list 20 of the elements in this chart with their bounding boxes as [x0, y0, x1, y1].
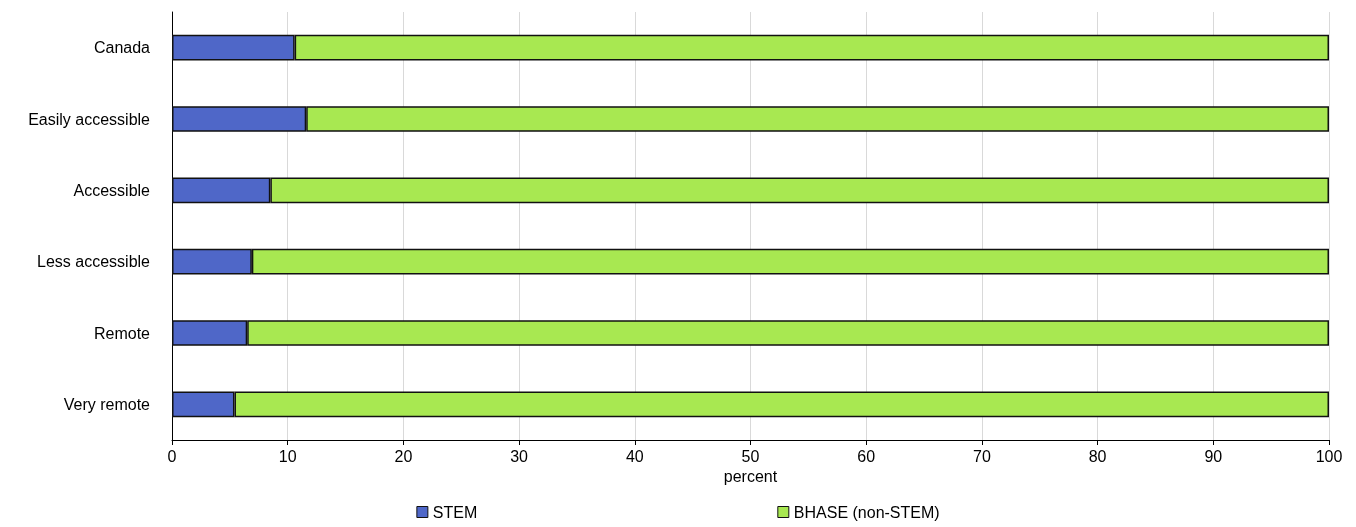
x-tick-label: 30 [510, 447, 529, 465]
y-tick-label: Easily accessible [28, 110, 151, 128]
x-tick-label: 40 [625, 447, 644, 465]
x-tick-label: 0 [167, 447, 177, 465]
legend-label: BHASE (non-STEM) [793, 503, 940, 521]
x-tick-label: 60 [857, 447, 876, 465]
legend-label: STEM [432, 503, 478, 521]
y-tick-label: Accessible [73, 181, 151, 199]
y-tick-label: Less accessible [37, 253, 151, 271]
x-axis-title: percent [723, 468, 778, 486]
y-tick-label: Remote [93, 324, 151, 342]
x-tick-label: 90 [1204, 447, 1223, 465]
x-tick-label: 10 [278, 447, 297, 465]
y-tick-label: Very remote [63, 395, 151, 413]
x-tick-label: 80 [1088, 447, 1107, 465]
y-tick-label: Canada [93, 39, 151, 57]
x-tick-label: 70 [973, 447, 991, 465]
x-tick-label: 20 [394, 447, 413, 465]
x-tick-label: 50 [741, 447, 760, 465]
x-tick-label: 100 [1315, 447, 1343, 465]
